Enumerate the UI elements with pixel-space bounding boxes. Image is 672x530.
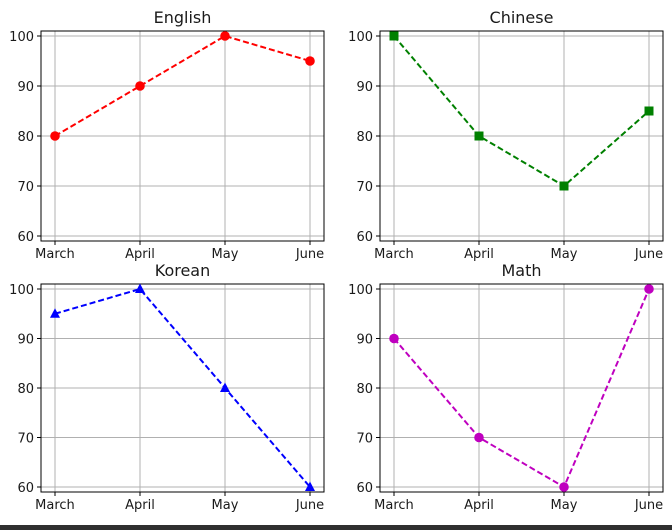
data-point-may <box>220 382 230 392</box>
panel-title: English <box>154 8 212 27</box>
panel-title: Chinese <box>490 8 554 27</box>
y-tick-label: 80 <box>356 130 373 145</box>
series-line <box>54 34 311 137</box>
x-tick-label: May <box>551 498 578 513</box>
y-tick-label: 80 <box>17 130 34 145</box>
y-tick-label: 70 <box>17 180 34 195</box>
data-point-march <box>389 333 399 344</box>
y-tick-label: 60 <box>17 481 34 496</box>
data-point-may <box>559 181 569 191</box>
y-tick-label: 60 <box>356 481 373 496</box>
y-tick-label: 70 <box>17 432 34 447</box>
y-tick-label: 70 <box>356 432 373 447</box>
x-tick-label: April <box>125 498 155 513</box>
y-tick-label: 70 <box>356 180 373 195</box>
panel-title: Math <box>501 261 541 280</box>
y-tick-label: 90 <box>356 333 373 348</box>
data-point-june <box>644 284 654 294</box>
x-tick-label: April <box>464 498 494 513</box>
y-tick-label: 90 <box>17 80 34 95</box>
series-line <box>393 35 650 188</box>
x-tick-label: May <box>212 498 239 513</box>
y-tick-label: 60 <box>17 230 34 245</box>
panel-chinese: March April May June 60 70 80 90 100 Chinese <box>348 8 664 262</box>
x-tick-label: June <box>634 498 663 513</box>
y-tick-label: 80 <box>17 382 34 397</box>
x-tick-label: May <box>212 247 239 262</box>
data-point-june <box>305 56 315 66</box>
y-tick-label: 60 <box>356 230 373 245</box>
y-tick-label: 90 <box>17 333 34 348</box>
y-tick-label: 80 <box>356 382 373 397</box>
data-point-may <box>559 482 569 492</box>
data-point-march <box>50 131 60 141</box>
data-point-april <box>474 131 484 141</box>
data-point-june <box>305 481 315 491</box>
x-tick-label: March <box>374 247 414 262</box>
data-point-june <box>644 106 654 116</box>
x-tick-label: June <box>295 247 324 262</box>
x-tick-label: March <box>35 247 75 262</box>
y-tick-label: 100 <box>9 283 34 298</box>
series-line <box>54 287 311 488</box>
x-tick-label: March <box>374 498 414 513</box>
series-line <box>393 288 650 489</box>
bottom-bar <box>0 525 672 530</box>
y-tick-label: 100 <box>9 30 34 45</box>
data-point-april <box>474 432 484 443</box>
data-point-april <box>135 81 145 91</box>
data-point-march <box>50 308 60 318</box>
x-tick-label: June <box>295 498 324 513</box>
panel-english: March April May June 60 70 80 90 100 English <box>9 8 325 262</box>
panel-korean: March April May June 60 70 80 90 100 Korean <box>9 261 325 513</box>
panel-title: Korean <box>155 261 211 280</box>
y-tick-label: 100 <box>348 283 373 298</box>
data-point-may <box>220 31 230 41</box>
x-tick-label: April <box>125 247 155 262</box>
data-point-march <box>389 31 399 41</box>
x-tick-label: June <box>634 247 663 262</box>
y-tick-label: 90 <box>356 80 373 95</box>
y-tick-label: 100 <box>348 30 373 45</box>
x-tick-label: April <box>464 247 494 262</box>
x-tick-label: March <box>35 498 75 513</box>
x-tick-label: May <box>551 247 578 262</box>
data-point-april <box>135 283 145 293</box>
panel-math: March April May June 60 70 80 90 100 Math <box>348 261 664 513</box>
